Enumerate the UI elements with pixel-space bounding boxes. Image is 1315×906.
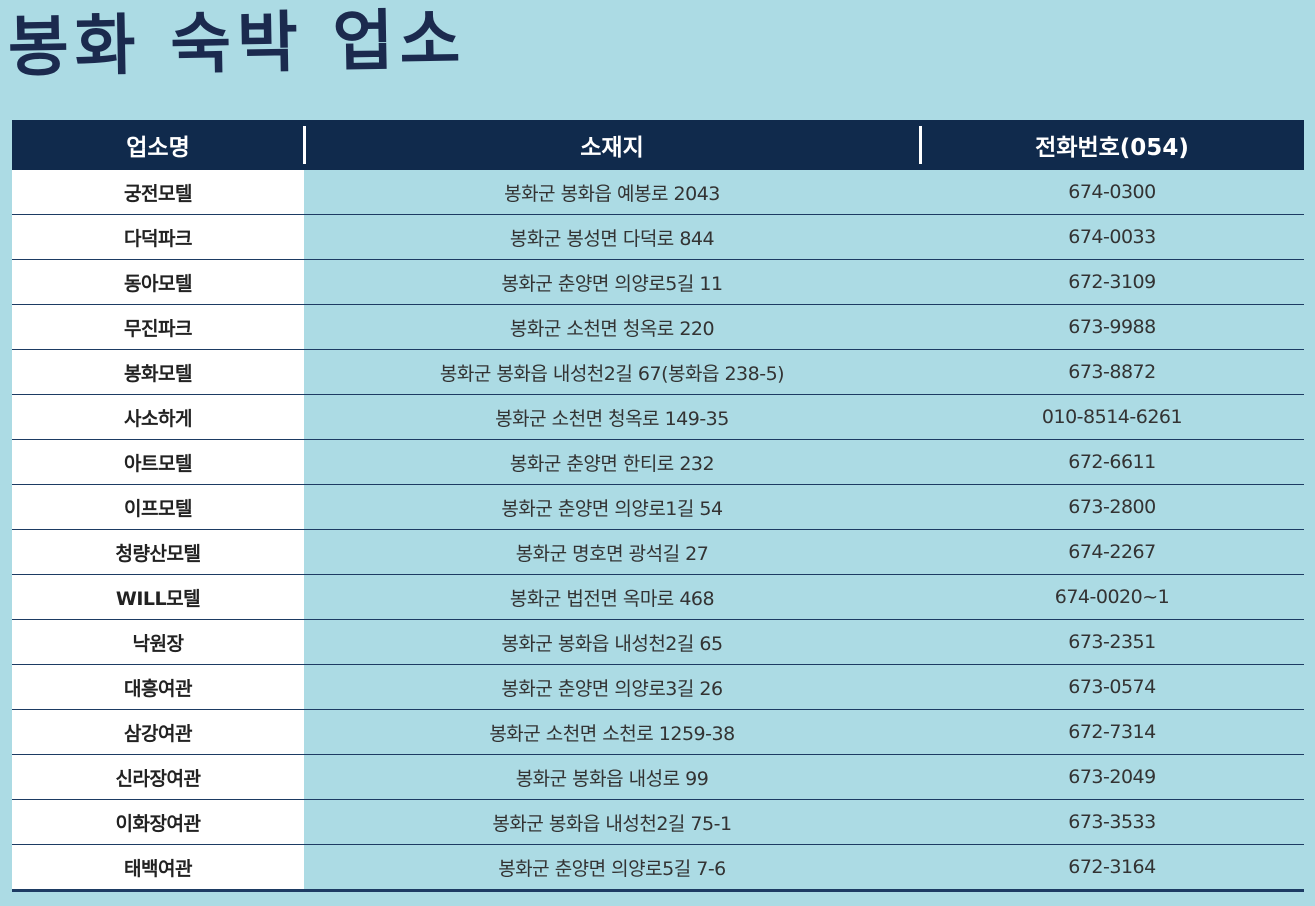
table-row: 동아모텔 봉화군 춘양면 의양로5길 11 672-3109 xyxy=(12,259,1304,305)
cell-name: 신라장여관 xyxy=(12,754,304,800)
cell-name: 낙원장 xyxy=(12,619,304,665)
cell-phone: 673-3533 xyxy=(920,799,1304,845)
table-row: 무진파크 봉화군 소천면 청옥로 220 673-9988 xyxy=(12,304,1304,350)
cell-address: 봉화군 춘양면 의양로3길 26 xyxy=(304,664,920,710)
cell-address: 봉화군 봉화읍 예봉로 2043 xyxy=(304,170,920,215)
cell-address: 봉화군 춘양면 한티로 232 xyxy=(304,439,920,485)
table-row: 낙원장 봉화군 봉화읍 내성천2길 65 673-2351 xyxy=(12,619,1304,665)
lodging-table: 업소명 소재지 전화번호(054) 궁전모텔 봉화군 봉화읍 예봉로 2043 … xyxy=(12,120,1304,892)
table-row: 대흥여관 봉화군 춘양면 의양로3길 26 673-0574 xyxy=(12,664,1304,710)
cell-address: 봉화군 봉성면 다덕로 844 xyxy=(304,214,920,260)
cell-name: 태백여관 xyxy=(12,844,304,892)
column-header-address: 소재지 xyxy=(304,120,922,170)
cell-phone: 672-6611 xyxy=(920,439,1304,485)
cell-address: 봉화군 춘양면 의양로1길 54 xyxy=(304,484,920,530)
table-row: 이화장여관 봉화군 봉화읍 내성천2길 75-1 673-3533 xyxy=(12,799,1304,845)
cell-phone: 672-3109 xyxy=(920,259,1304,305)
cell-phone: 673-2049 xyxy=(920,754,1304,800)
cell-name: 봉화모텔 xyxy=(12,349,304,395)
cell-phone: 674-0033 xyxy=(920,214,1304,260)
table-header: 업소명 소재지 전화번호(054) xyxy=(12,120,1304,170)
cell-phone: 673-2800 xyxy=(920,484,1304,530)
table-row: 봉화모텔 봉화군 봉화읍 내성천2길 67(봉화읍 238-5) 673-887… xyxy=(12,349,1304,395)
cell-phone: 673-0574 xyxy=(920,664,1304,710)
cell-phone: 673-2351 xyxy=(920,619,1304,665)
table-row: 신라장여관 봉화군 봉화읍 내성로 99 673-2049 xyxy=(12,754,1304,800)
table-row: 아트모텔 봉화군 춘양면 한티로 232 672-6611 xyxy=(12,439,1304,485)
cell-phone: 672-3164 xyxy=(920,844,1304,892)
cell-name: 무진파크 xyxy=(12,304,304,350)
cell-phone: 672-7314 xyxy=(920,709,1304,755)
cell-address: 봉화군 봉화읍 내성천2길 67(봉화읍 238-5) xyxy=(304,349,920,395)
table-row: WILL모텔 봉화군 법전면 옥마로 468 674-0020~1 xyxy=(12,574,1304,620)
cell-address: 봉화군 소천면 소천로 1259-38 xyxy=(304,709,920,755)
table-row: 태백여관 봉화군 춘양면 의양로5길 7-6 672-3164 xyxy=(12,844,1304,892)
table-row: 사소하게 봉화군 소천면 청옥로 149-35 010-8514-6261 xyxy=(12,394,1304,440)
cell-name: 이화장여관 xyxy=(12,799,304,845)
lodging-table-container: 업소명 소재지 전화번호(054) 궁전모텔 봉화군 봉화읍 예봉로 2043 … xyxy=(12,120,1304,892)
page-title: 봉화 숙박 업소 xyxy=(7,1,467,86)
table-row: 다덕파크 봉화군 봉성면 다덕로 844 674-0033 xyxy=(12,214,1304,260)
cell-name: 대흥여관 xyxy=(12,664,304,710)
table-body: 궁전모텔 봉화군 봉화읍 예봉로 2043 674-0300 다덕파크 봉화군 … xyxy=(12,170,1304,892)
cell-phone: 674-2267 xyxy=(920,529,1304,575)
column-header-name: 업소명 xyxy=(12,120,306,170)
cell-address: 봉화군 춘양면 의양로5길 7-6 xyxy=(304,844,920,892)
table-row: 삼강여관 봉화군 소천면 소천로 1259-38 672-7314 xyxy=(12,709,1304,755)
cell-phone: 010-8514-6261 xyxy=(920,394,1304,440)
table-row: 궁전모텔 봉화군 봉화읍 예봉로 2043 674-0300 xyxy=(12,170,1304,215)
cell-address: 봉화군 소천면 청옥로 220 xyxy=(304,304,920,350)
header-row: 업소명 소재지 전화번호(054) xyxy=(12,120,1304,170)
cell-phone: 673-8872 xyxy=(920,349,1304,395)
cell-address: 봉화군 춘양면 의양로5길 11 xyxy=(304,259,920,305)
cell-phone: 673-9988 xyxy=(920,304,1304,350)
cell-name: WILL모텔 xyxy=(12,574,304,620)
cell-name: 사소하게 xyxy=(12,394,304,440)
cell-name: 아트모텔 xyxy=(12,439,304,485)
cell-address: 봉화군 소천면 청옥로 149-35 xyxy=(304,394,920,440)
cell-name: 청량산모텔 xyxy=(12,529,304,575)
table-row: 청량산모텔 봉화군 명호면 광석길 27 674-2267 xyxy=(12,529,1304,575)
cell-phone: 674-0300 xyxy=(920,170,1304,215)
cell-address: 봉화군 봉화읍 내성천2길 65 xyxy=(304,619,920,665)
cell-name: 이프모텔 xyxy=(12,484,304,530)
cell-phone: 674-0020~1 xyxy=(920,574,1304,620)
cell-address: 봉화군 법전면 옥마로 468 xyxy=(304,574,920,620)
cell-name: 동아모텔 xyxy=(12,259,304,305)
cell-name: 궁전모텔 xyxy=(12,170,304,215)
cell-address: 봉화군 봉화읍 내성천2길 75-1 xyxy=(304,799,920,845)
cell-name: 다덕파크 xyxy=(12,214,304,260)
cell-address: 봉화군 명호면 광석길 27 xyxy=(304,529,920,575)
column-header-phone: 전화번호(054) xyxy=(920,120,1304,170)
table-row: 이프모텔 봉화군 춘양면 의양로1길 54 673-2800 xyxy=(12,484,1304,530)
cell-name: 삼강여관 xyxy=(12,709,304,755)
cell-address: 봉화군 봉화읍 내성로 99 xyxy=(304,754,920,800)
